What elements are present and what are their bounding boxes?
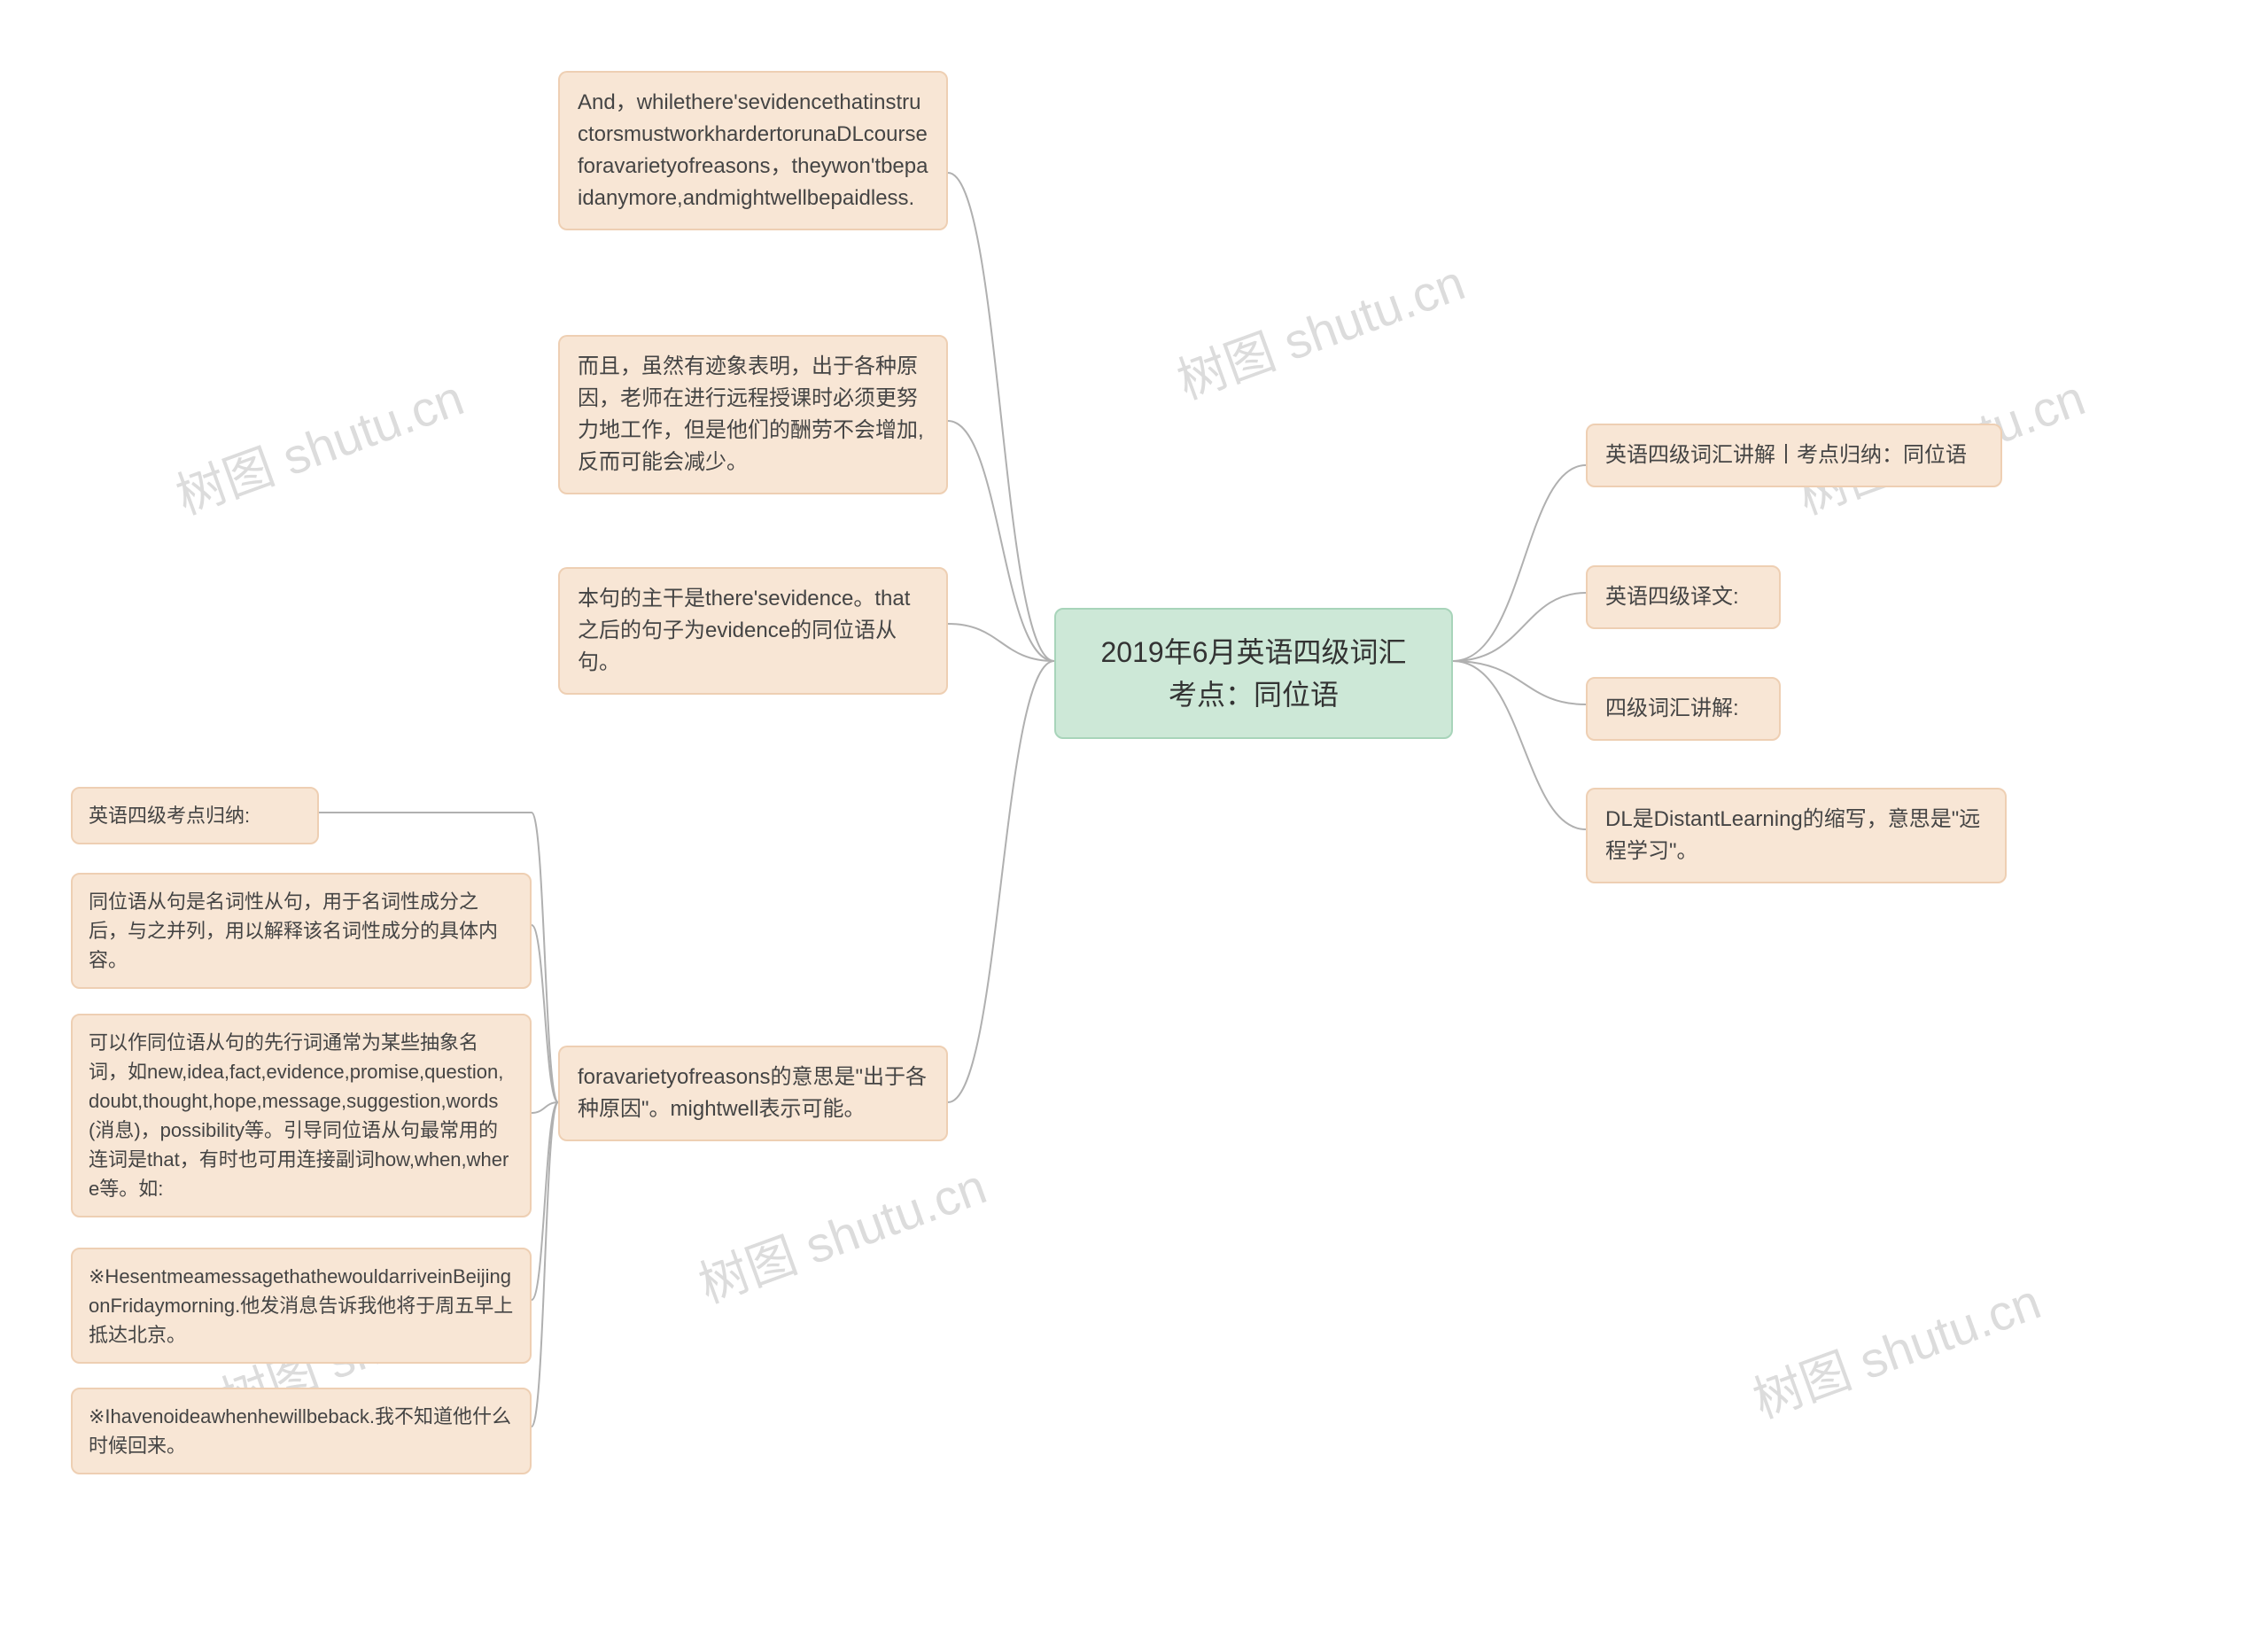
left-sub-3[interactable]: 可以作同位语从句的先行词通常为某些抽象名词，如new,idea,fact,evi… — [71, 1014, 532, 1217]
root-title-line1: 2019年6月英语四级词汇 — [1081, 631, 1426, 673]
left-sub-2[interactable]: 同位语从句是名词性从句，用于名词性成分之后，与之并列，用以解释该名词性成分的具体… — [71, 873, 532, 989]
left-node-4[interactable]: foravarietyofreasons的意思是"出于各种原因"。mightwe… — [558, 1046, 948, 1141]
root-title-line2: 考点：同位语 — [1081, 673, 1426, 716]
watermark: 树图 shutu.cn — [165, 358, 472, 528]
right-node-1[interactable]: 英语四级词汇讲解丨考点归纳：同位语 — [1586, 424, 2002, 487]
left-sub-1[interactable]: 英语四级考点归纳: — [71, 787, 319, 844]
left-node-3[interactable]: 本句的主干是there'sevidence。that之后的句子为evidence… — [558, 567, 948, 695]
watermark: 树图 shutu.cn — [687, 1147, 995, 1317]
left-sub-4[interactable]: ※HesentmeamessagethathewouldarriveinBeij… — [71, 1248, 532, 1364]
watermark: 树图 shutu.cn — [1166, 243, 1473, 413]
right-node-2[interactable]: 英语四级译文: — [1586, 565, 1781, 629]
left-node-1[interactable]: And，whilethere'sevidencethatinstructorsm… — [558, 71, 948, 230]
right-node-3[interactable]: 四级词汇讲解: — [1586, 677, 1781, 741]
watermark: 树图 shutu.cn — [1742, 1262, 2049, 1432]
left-node-2[interactable]: 而且，虽然有迹象表明，出于各种原因，老师在进行远程授课时必须更努力地工作，但是他… — [558, 335, 948, 494]
root-node[interactable]: 2019年6月英语四级词汇 考点：同位语 — [1054, 608, 1453, 739]
right-node-4[interactable]: DL是DistantLearning的缩写，意思是"远程学习"。 — [1586, 788, 2007, 883]
left-sub-5[interactable]: ※Ihavenoideawhenhewillbeback.我不知道他什么时候回来… — [71, 1388, 532, 1474]
